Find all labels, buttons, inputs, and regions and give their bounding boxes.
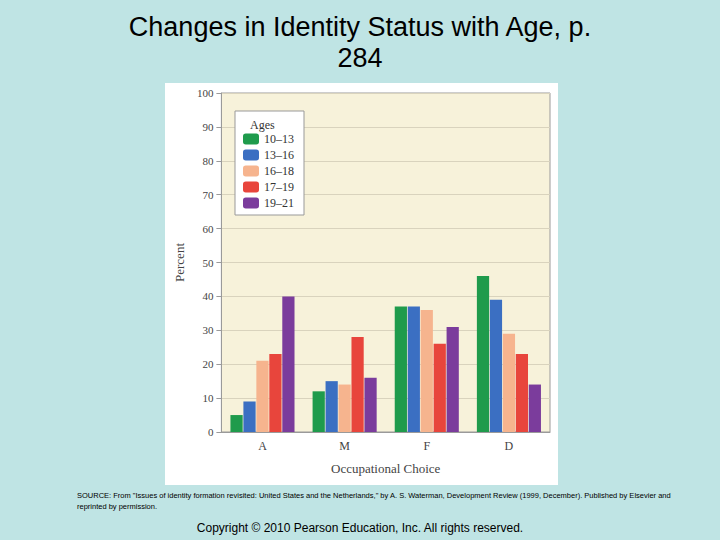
svg-text:17–19: 17–19: [264, 180, 294, 194]
svg-text:80: 80: [202, 155, 214, 167]
svg-text:Percent: Percent: [172, 243, 187, 282]
svg-text:90: 90: [202, 121, 214, 133]
svg-text:70: 70: [202, 189, 214, 201]
svg-text:10: 10: [202, 392, 214, 404]
svg-text:F: F: [423, 439, 430, 453]
html-text:Changes in Identity Status wit: Changes in Identity Status with Age, p. …: [128, 12, 592, 73]
svg-text:16–18: 16–18: [264, 164, 294, 178]
svg-text:19–21: 19–21: [264, 196, 294, 210]
svg-text:Occupational Choice: Occupational Choice: [331, 461, 441, 476]
html-text:Copyright © 2010 Pearson Educa: Copyright © 2010 Pearson Education, Inc.…: [196, 521, 524, 535]
svg-text:20: 20: [202, 358, 214, 370]
svg-text:60: 60: [202, 223, 214, 235]
svg-text:D: D: [505, 439, 514, 453]
svg-text:10–13: 10–13: [264, 132, 294, 146]
svg-text:M: M: [339, 439, 350, 453]
svg-text:0: 0: [208, 426, 214, 438]
svg-text:50: 50: [202, 257, 214, 269]
svg-text:A: A: [258, 439, 267, 453]
html-text:SOURCE: From "Issues of identi: SOURCE: From "Issues of identity formati…: [77, 491, 671, 511]
svg-text:40: 40: [202, 290, 214, 302]
svg-text:13–16: 13–16: [264, 148, 294, 162]
svg-text:100: 100: [197, 87, 214, 99]
svg-text:30: 30: [202, 324, 214, 336]
svg-text:Ages: Ages: [250, 118, 275, 132]
